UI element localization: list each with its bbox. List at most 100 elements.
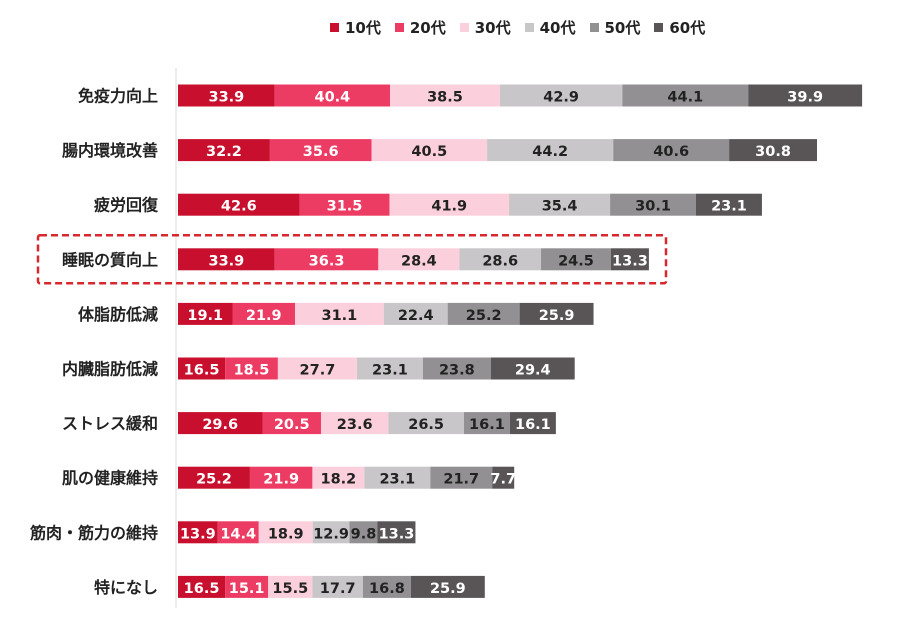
data-label: 19.1	[187, 308, 223, 324]
bar-segment	[447, 302, 520, 325]
bar-segment	[490, 357, 575, 380]
legend-label: 50代	[604, 18, 641, 37]
bar-segment	[459, 248, 542, 271]
data-label: 23.1	[711, 199, 747, 215]
data-label: 17.7	[320, 581, 356, 597]
data-label: 13.3	[612, 253, 648, 269]
bar-segment	[613, 139, 730, 162]
data-label: 23.8	[439, 363, 475, 379]
bar-segment	[178, 357, 226, 380]
legend-label: 60代	[669, 18, 706, 37]
bar-segment	[178, 575, 226, 598]
bar-segment	[269, 139, 372, 162]
bar-segment	[390, 84, 500, 107]
category-label: ストレス緩和	[62, 414, 158, 433]
data-label: 22.4	[398, 308, 434, 324]
data-label: 30.8	[755, 144, 791, 160]
bar-segment	[499, 84, 623, 107]
category-label: 睡眠の質向上	[62, 250, 158, 269]
legend-swatch	[459, 22, 469, 32]
bar-segment	[362, 575, 411, 598]
bar-segment	[388, 412, 464, 435]
data-label: 36.3	[309, 253, 345, 269]
data-label: 13.3	[379, 526, 415, 542]
bar-segment	[299, 193, 390, 216]
bar-segment	[610, 193, 697, 216]
bar-segment	[178, 412, 263, 435]
data-label: 16.5	[184, 581, 220, 597]
bar-segment	[258, 521, 313, 544]
bar-segment	[622, 84, 749, 107]
bar-segment	[268, 575, 313, 598]
data-label: 13.9	[180, 526, 216, 542]
legend-swatch	[394, 22, 404, 32]
bar-segment	[178, 84, 275, 107]
data-label: 44.1	[667, 90, 703, 106]
legend-item: 10代	[330, 17, 381, 38]
legend-label: 30代	[474, 18, 511, 37]
data-label: 38.5	[427, 90, 463, 106]
bar-segment	[178, 302, 233, 325]
data-label: 28.6	[482, 253, 518, 269]
data-label: 39.9	[787, 90, 823, 106]
bar-segment	[389, 193, 510, 216]
data-label: 23.1	[372, 363, 408, 379]
bar-segment	[378, 248, 460, 271]
bar-segment	[610, 248, 649, 271]
bar-segment	[320, 412, 389, 435]
bar-segment	[696, 193, 762, 216]
bar-segment	[178, 248, 275, 271]
bar-segment	[410, 575, 485, 598]
legend-swatch	[589, 22, 599, 32]
bar-segment	[748, 84, 863, 107]
data-label: 42.9	[543, 90, 579, 106]
legend-label: 10代	[345, 18, 381, 37]
data-label: 23.6	[337, 417, 373, 433]
bar-segment	[430, 466, 493, 489]
bar-segment	[249, 466, 313, 489]
data-label: 18.2	[321, 472, 357, 488]
data-label: 12.9	[313, 526, 349, 542]
bar-segment	[349, 521, 378, 544]
bar-segment	[178, 193, 300, 216]
data-label: 41.9	[431, 199, 467, 215]
data-label: 40.5	[411, 144, 447, 160]
data-label: 21.7	[443, 472, 479, 488]
data-label: 16.1	[469, 417, 505, 433]
data-label: 18.5	[234, 363, 270, 379]
data-label: 21.9	[246, 308, 282, 324]
bar-segment	[277, 357, 357, 380]
data-label: 44.2	[532, 144, 568, 160]
bar-segment	[274, 84, 391, 107]
category-label: 免疫力向上	[78, 87, 158, 106]
bar-segment	[509, 412, 556, 435]
bar-segment	[364, 466, 431, 489]
bar-segment	[383, 302, 448, 325]
data-label: 29.6	[202, 417, 238, 433]
legend-item: 30代	[459, 17, 511, 38]
data-label: 35.6	[303, 144, 339, 160]
data-label: 15.1	[229, 581, 265, 597]
legend-swatch	[654, 22, 664, 32]
data-label: 31.5	[327, 199, 363, 215]
bar-segment	[312, 466, 365, 489]
legend-swatch	[524, 22, 534, 32]
data-label: 7.7	[490, 472, 516, 488]
category-label: 体脂肪低減	[78, 305, 158, 324]
data-label: 29.4	[515, 363, 551, 379]
data-label: 15.5	[272, 581, 308, 597]
data-label: 42.6	[221, 199, 257, 215]
bar-segment	[356, 357, 423, 380]
data-label: 33.9	[208, 253, 244, 269]
bar-segment	[274, 248, 379, 271]
data-label: 26.5	[408, 417, 444, 433]
data-label: 23.1	[379, 472, 415, 488]
data-label: 16.8	[369, 581, 405, 597]
data-label: 16.5	[184, 363, 220, 379]
highlight-box	[36, 234, 668, 285]
legend-item: 40代	[524, 17, 576, 38]
legend-swatch	[330, 22, 339, 32]
data-label: 35.4	[542, 199, 578, 215]
bar-segment	[487, 139, 614, 162]
